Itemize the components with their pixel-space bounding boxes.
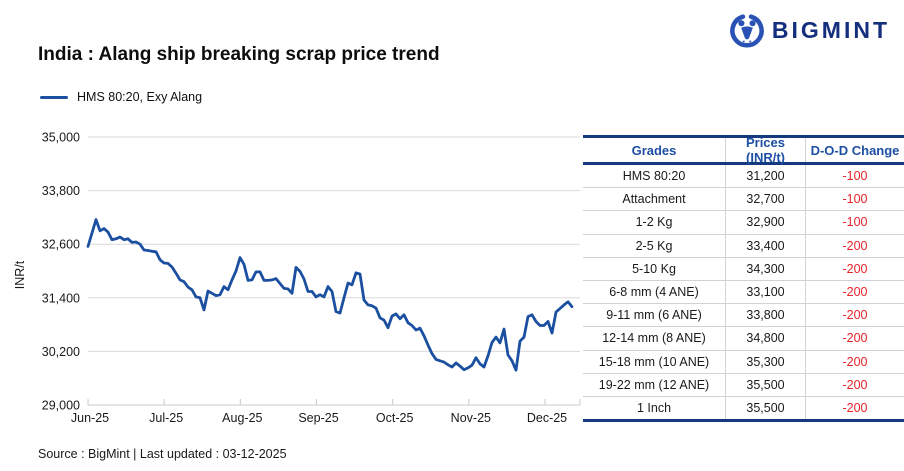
change-cell: -200 xyxy=(805,257,904,280)
y-axis-tick-label: 35,000 xyxy=(42,131,80,145)
table-row: 12-14 mm (8 ANE) 34,800 -200 xyxy=(583,327,904,351)
legend-line-swatch xyxy=(40,95,68,99)
grade-cell: Attachment xyxy=(622,192,686,207)
x-axis-tick-label: Jul-25 xyxy=(149,411,183,425)
y-axis-tick-label: 33,800 xyxy=(42,184,80,198)
grade-cell: 12-14 mm (8 ANE) xyxy=(602,331,706,346)
price-cell: 35,500 xyxy=(725,396,805,420)
table-row: 19-22 mm (12 ANE) 35,500 -200 xyxy=(583,373,904,397)
change-cell: -200 xyxy=(805,396,904,420)
table-row: 1 Inch 35,500 -200 xyxy=(583,396,904,423)
price-trend-chart: 35,000 33,800 32,600 31,400 30,200 29,000Jun-… xyxy=(13,131,581,425)
y-axis-tick-label: 30,200 xyxy=(42,345,80,359)
price-cell: 32,700 xyxy=(725,188,805,211)
price-cell: 31,200 xyxy=(725,165,805,188)
header-dod-change: D-O-D Change xyxy=(805,138,904,162)
x-axis-tick-label: Dec-25 xyxy=(527,411,567,425)
price-cell: 32,900 xyxy=(725,211,805,234)
y-axis-title: INR/t xyxy=(13,260,27,289)
table-row: 2-5 Kg 33,400 -200 xyxy=(583,234,904,258)
x-axis-tick-label: Nov-25 xyxy=(451,411,491,425)
price-line-series xyxy=(86,218,574,372)
grade-cell: 5-10 Kg xyxy=(632,261,676,276)
price-cell: 34,800 xyxy=(725,327,805,350)
table-row: Attachment 32,700 -100 xyxy=(583,188,904,212)
price-cell: 35,300 xyxy=(725,350,805,373)
bigmint-logo-icon xyxy=(730,14,764,48)
y-axis-tick-label: 31,400 xyxy=(42,291,80,305)
change-cell: -200 xyxy=(805,373,904,396)
price-cell: 34,300 xyxy=(725,257,805,280)
change-cell: -100 xyxy=(805,165,904,188)
table-row: 1-2 Kg 32,900 -100 xyxy=(583,211,904,235)
table-row: 9-11 mm (6 ANE) 33,800 -200 xyxy=(583,304,904,328)
change-cell: -200 xyxy=(805,350,904,373)
chart-legend: HMS 80:20, Exy Alang xyxy=(40,90,202,104)
change-cell: -100 xyxy=(805,188,904,211)
change-cell: -200 xyxy=(805,280,904,304)
grade-cell: 19-22 mm (12 ANE) xyxy=(598,377,710,392)
table-header-row: Grades Prices (INR/t) D-O-D Change xyxy=(583,135,904,165)
grades-table: Grades Prices (INR/t) D-O-D Change HMS 8… xyxy=(583,135,904,423)
grade-cell: 6-8 mm (4 ANE) xyxy=(609,285,699,300)
change-cell: -200 xyxy=(805,234,904,257)
table-row: 5-10 Kg 34,300 -200 xyxy=(583,257,904,281)
legend-label: HMS 80:20, Exy Alang xyxy=(77,90,203,104)
price-cell: 35,500 xyxy=(725,373,805,396)
price-cell: 33,400 xyxy=(725,234,805,257)
table-row: 6-8 mm (4 ANE) 33,100 -200 xyxy=(583,280,904,305)
y-axis-tick-label: 29,000 xyxy=(42,399,80,413)
y-axis-tick-label: 32,600 xyxy=(42,238,80,252)
change-cell: -200 xyxy=(805,304,904,327)
x-axis-tick-label: Oct-25 xyxy=(376,411,414,425)
bigmint-logo-text: BIGMINT xyxy=(771,16,890,43)
change-cell: -200 xyxy=(805,327,904,350)
header-grades: Grades xyxy=(631,142,677,158)
source-note: Source : BigMint | Last updated : 03-12-… xyxy=(38,447,287,461)
table-body: HMS 80:20 31,200 -100 Attachment 32,700 -100 1… xyxy=(583,165,904,423)
grade-cell: 2-5 Kg xyxy=(635,238,673,253)
grade-cell: HMS 80:20 xyxy=(622,169,686,184)
x-axis-tick-label: Sep-25 xyxy=(298,411,338,425)
header-prices: Prices (INR/t) xyxy=(725,135,805,165)
bigmint-logo: BIGMINT xyxy=(729,11,890,49)
grade-cell: 15-18 mm (10 ANE) xyxy=(598,354,710,369)
x-axis-tick-label: Jun-25 xyxy=(71,411,109,425)
change-cell: -100 xyxy=(805,211,904,234)
table-row: 15-18 mm (10 ANE) 35,300 -200 xyxy=(583,350,904,374)
table-row: HMS 80:20 31,200 -100 xyxy=(583,165,904,189)
page-title: India : Alang ship breaking scrap price … xyxy=(38,44,440,65)
grade-cell: 1 Inch xyxy=(636,400,672,415)
x-axis-tick-label: Aug-25 xyxy=(222,411,262,425)
price-cell: 33,800 xyxy=(725,304,805,327)
grade-cell: 9-11 mm (6 ANE) xyxy=(606,308,702,323)
grade-cell: 1-2 Kg xyxy=(635,215,673,230)
price-cell: 33,100 xyxy=(725,280,805,304)
